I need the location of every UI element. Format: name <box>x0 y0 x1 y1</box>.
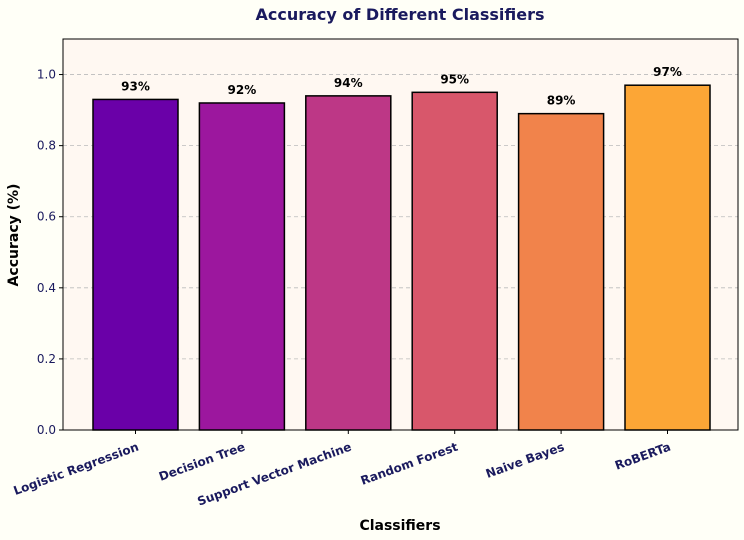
y-tick-label: 0.8 <box>37 139 56 153</box>
data-label: 92% <box>228 83 257 97</box>
x-tick-label: Logistic Regression <box>12 440 141 498</box>
bar <box>517 112 605 431</box>
y-tick-label: 0.6 <box>37 210 56 224</box>
y-tick-label: 0.4 <box>37 281 56 295</box>
data-label: 89% <box>547 94 576 108</box>
chart-title: Accuracy of Different Classifiers <box>255 5 544 24</box>
x-tick-label: RoBERTa <box>613 440 673 473</box>
x-axis-label: Classifiers <box>359 518 440 534</box>
y-tick-label: 0.2 <box>37 352 56 366</box>
bar <box>198 102 286 431</box>
x-axis-ticks: Logistic Regression Decision TreeSupport … <box>12 430 673 509</box>
bars <box>92 84 711 431</box>
data-label: 97% <box>653 65 682 79</box>
x-tick-label: Random Forest <box>359 440 460 488</box>
data-label: 94% <box>334 76 363 90</box>
y-axis-ticks: 0.0 0.2 0.4 0.6 0.8 1.0 <box>37 68 63 437</box>
x-tick-label: Naive Bayes <box>484 440 566 481</box>
bar <box>305 95 392 431</box>
data-label: 95% <box>440 72 469 86</box>
bar <box>92 98 179 431</box>
data-labels: 93% 92% 94% 95% 89% 97% <box>121 65 682 107</box>
bar <box>411 91 498 431</box>
plot-frame <box>62 38 739 431</box>
bar <box>624 84 711 431</box>
y-tick-label: 1.0 <box>37 68 56 82</box>
x-tick-label: Decision Tree <box>157 440 247 484</box>
y-tick-label: 0.0 <box>37 423 56 437</box>
y-axis-label: Accuracy (%) <box>6 184 22 287</box>
data-label: 93% <box>121 79 150 93</box>
